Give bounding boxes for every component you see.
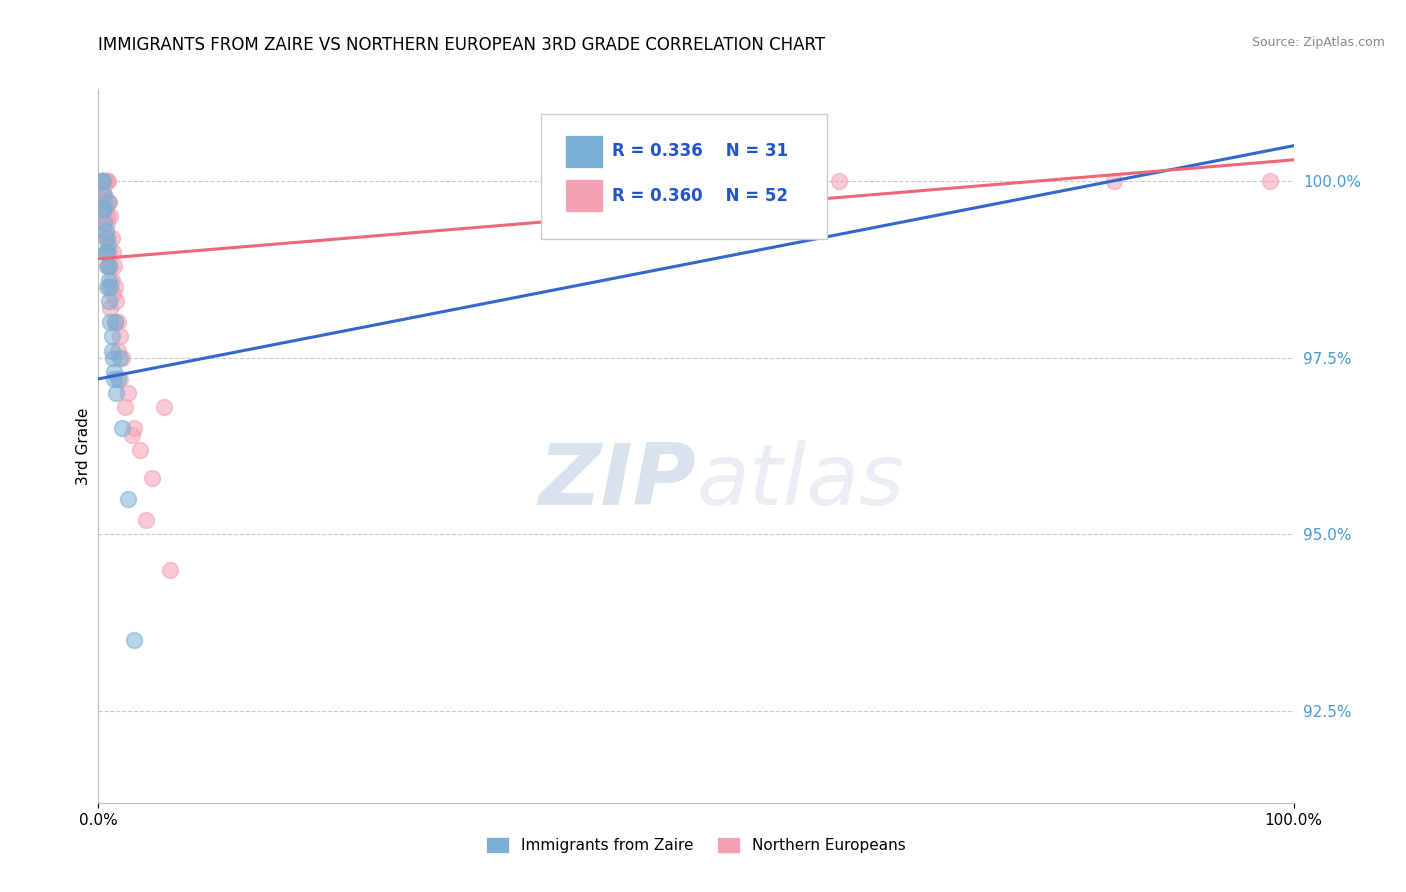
Point bbox=[91, 174, 114, 188]
Point bbox=[153, 400, 176, 414]
Point bbox=[117, 386, 139, 401]
Point bbox=[97, 174, 120, 188]
Point bbox=[114, 400, 136, 414]
Point bbox=[94, 230, 117, 244]
Point bbox=[90, 174, 112, 188]
Point bbox=[94, 223, 117, 237]
Point bbox=[108, 351, 131, 365]
Point bbox=[101, 351, 124, 365]
FancyBboxPatch shape bbox=[541, 114, 827, 239]
Point bbox=[98, 195, 121, 210]
Point bbox=[98, 280, 122, 294]
Point bbox=[107, 343, 129, 358]
Point bbox=[93, 188, 115, 202]
Point bbox=[100, 230, 122, 244]
Point bbox=[98, 244, 121, 259]
Point bbox=[94, 244, 117, 259]
Point bbox=[98, 315, 122, 329]
Text: ZIP: ZIP bbox=[538, 440, 696, 524]
Point bbox=[1258, 174, 1281, 188]
Point bbox=[96, 216, 118, 230]
Point bbox=[94, 230, 117, 244]
Y-axis label: 3rd Grade: 3rd Grade bbox=[76, 408, 91, 484]
Point bbox=[98, 210, 122, 224]
FancyBboxPatch shape bbox=[565, 179, 603, 212]
Point bbox=[97, 195, 120, 210]
Point bbox=[100, 329, 122, 343]
Point bbox=[96, 174, 118, 188]
Point bbox=[96, 210, 118, 224]
Legend: Immigrants from Zaire, Northern Europeans: Immigrants from Zaire, Northern European… bbox=[479, 831, 912, 859]
Point bbox=[828, 174, 851, 188]
Point bbox=[108, 372, 131, 386]
Point bbox=[103, 259, 125, 273]
Point bbox=[124, 421, 146, 435]
Point bbox=[91, 202, 114, 217]
Point bbox=[91, 174, 114, 188]
Point bbox=[91, 202, 114, 217]
Point bbox=[159, 563, 181, 577]
FancyBboxPatch shape bbox=[565, 135, 603, 168]
Text: atlas: atlas bbox=[696, 440, 904, 524]
Point bbox=[97, 259, 120, 273]
Point bbox=[96, 244, 118, 259]
Point bbox=[100, 273, 122, 287]
Point bbox=[94, 202, 117, 217]
Text: IMMIGRANTS FROM ZAIRE VS NORTHERN EUROPEAN 3RD GRADE CORRELATION CHART: IMMIGRANTS FROM ZAIRE VS NORTHERN EUROPE… bbox=[98, 36, 825, 54]
Text: R = 0.336    N = 31: R = 0.336 N = 31 bbox=[613, 143, 789, 161]
Point bbox=[135, 513, 157, 527]
Point bbox=[104, 280, 127, 294]
Point bbox=[91, 174, 114, 188]
Text: Source: ZipAtlas.com: Source: ZipAtlas.com bbox=[1251, 36, 1385, 49]
Point bbox=[129, 442, 152, 457]
Point bbox=[91, 188, 114, 202]
Point bbox=[93, 216, 115, 230]
Point bbox=[93, 216, 115, 230]
Point bbox=[98, 294, 121, 309]
Point bbox=[103, 365, 125, 379]
Point bbox=[105, 386, 128, 401]
Point bbox=[98, 259, 122, 273]
Point bbox=[98, 259, 121, 273]
Point bbox=[101, 287, 124, 301]
Point bbox=[104, 315, 127, 329]
Point bbox=[98, 301, 122, 316]
Point bbox=[107, 315, 129, 329]
Point bbox=[141, 471, 163, 485]
Point bbox=[96, 259, 118, 273]
Point bbox=[91, 181, 114, 195]
Point bbox=[105, 294, 128, 309]
Point bbox=[121, 428, 143, 442]
Point bbox=[91, 174, 114, 188]
Point bbox=[93, 202, 115, 217]
Point bbox=[124, 633, 146, 648]
Text: R = 0.360    N = 52: R = 0.360 N = 52 bbox=[613, 186, 789, 204]
Point bbox=[96, 244, 118, 259]
Point bbox=[101, 244, 124, 259]
Point bbox=[96, 280, 118, 294]
Point bbox=[93, 174, 115, 188]
Point bbox=[98, 280, 121, 294]
Point bbox=[111, 421, 134, 435]
Point bbox=[93, 188, 115, 202]
Point bbox=[103, 372, 125, 386]
Point bbox=[100, 343, 122, 358]
Point bbox=[93, 195, 115, 210]
Point bbox=[91, 174, 114, 188]
Point bbox=[117, 491, 139, 506]
Point bbox=[1104, 174, 1126, 188]
Point bbox=[104, 315, 127, 329]
Point bbox=[97, 237, 120, 252]
Point bbox=[108, 329, 131, 343]
Point bbox=[98, 273, 121, 287]
Point bbox=[97, 230, 120, 244]
Point bbox=[94, 174, 117, 188]
Point bbox=[107, 372, 129, 386]
Point bbox=[111, 351, 134, 365]
